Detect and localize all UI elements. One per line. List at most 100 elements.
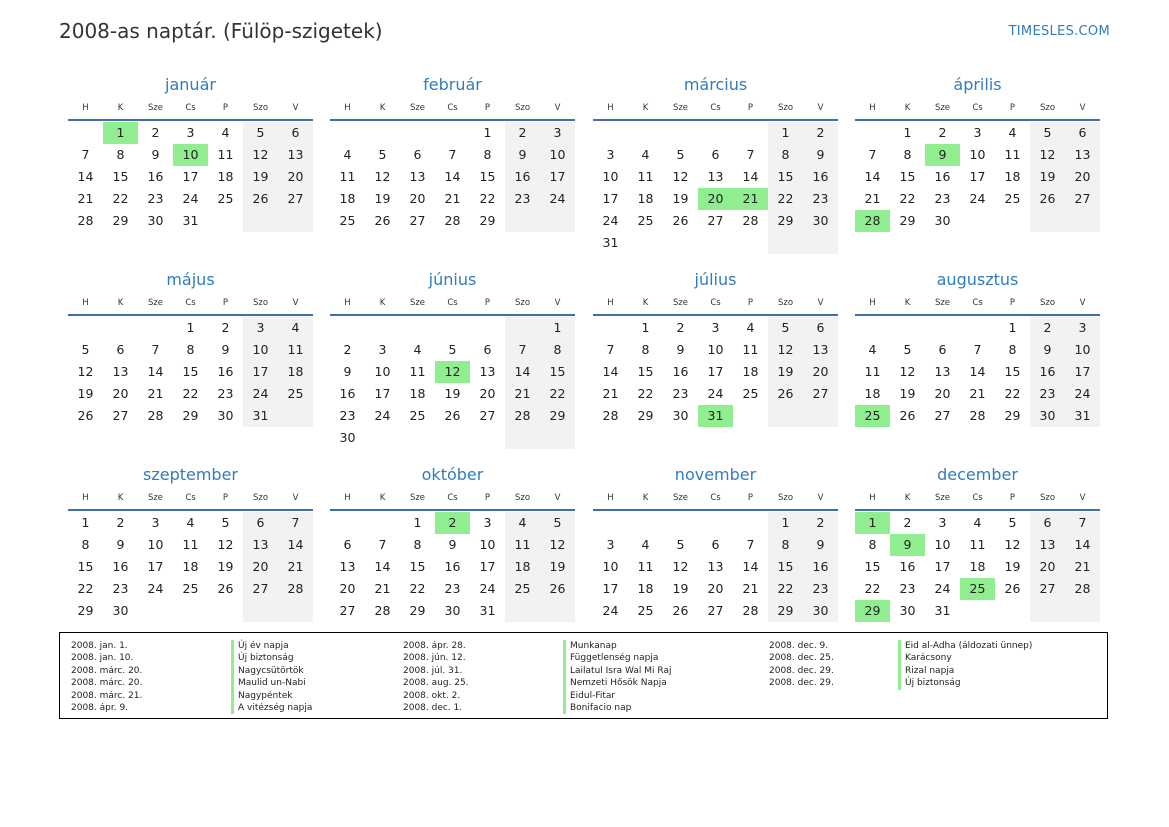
day-cell: 11 bbox=[864, 364, 881, 379]
weekday-label: Szo bbox=[1039, 493, 1056, 503]
empty-cell bbox=[628, 232, 663, 254]
day-cell: 23 bbox=[339, 408, 356, 423]
day-cell: 12 bbox=[374, 169, 391, 184]
weekday-label: V bbox=[554, 493, 561, 503]
legend-date: 2008. jún. 12. bbox=[403, 653, 466, 664]
day-cell: 8 bbox=[186, 342, 195, 357]
day-cell: 5 bbox=[221, 515, 230, 530]
weekday-header: H K Sze Cs P Szo V bbox=[855, 487, 1100, 511]
day-cell: 24 bbox=[969, 191, 986, 206]
day-cell: 10 bbox=[1065, 339, 1100, 361]
day-cell: 15 bbox=[77, 559, 94, 574]
weekday-label: Sze bbox=[934, 493, 951, 503]
day-cell: 4 bbox=[1008, 125, 1017, 140]
weekday-label: V bbox=[817, 298, 824, 308]
day-cell: 24 bbox=[1065, 383, 1100, 405]
day-cell: 14 bbox=[969, 364, 986, 379]
day-cell: 26 bbox=[444, 408, 461, 423]
day-cell: 19 bbox=[1030, 166, 1065, 188]
day-cell: 5 bbox=[1030, 122, 1065, 144]
day-cell: 27 bbox=[1030, 578, 1065, 600]
legend-date: 2008. dec. 29. bbox=[769, 665, 834, 676]
day-cell: 27 bbox=[278, 188, 313, 210]
legend-name-column: Eid al-Adha (áldozati ünnep) Karácsony Riz… bbox=[898, 640, 1032, 690]
day-cell: 3 bbox=[711, 320, 720, 335]
holiday-day-cell: 25 bbox=[855, 405, 890, 427]
day-cell: 3 bbox=[243, 317, 278, 339]
day-cell: 23 bbox=[803, 578, 838, 600]
day-cell: 2 bbox=[938, 125, 947, 140]
empty-cell bbox=[733, 232, 768, 254]
day-cell: 21 bbox=[864, 191, 881, 206]
holiday-day-cell: 25 bbox=[960, 578, 995, 600]
day-cell: 26 bbox=[540, 578, 575, 600]
day-grid: 1 2 3 4 5 6 7 8 9 10 11 12 13 14 15 16 17 18 19 20 21 22 23 24 2… bbox=[68, 512, 313, 622]
day-cell: 8 bbox=[768, 144, 803, 166]
day-cell: 1 bbox=[81, 515, 90, 530]
day-cell: 14 bbox=[278, 534, 313, 556]
empty-cell bbox=[103, 317, 138, 339]
empty-cell bbox=[855, 122, 890, 144]
weekday-header: H K Sze Cs P Szo V bbox=[593, 487, 838, 511]
brand-link[interactable]: TIMESLES.COM bbox=[1008, 24, 1110, 39]
day-cell: 26 bbox=[374, 213, 391, 228]
day-cell: 5 bbox=[81, 342, 90, 357]
day-grid: 1 2 3 4 5 6 7 8 9 10 11 12 13 14 15 16 17 18 19 20 21 22 23 24 2… bbox=[855, 122, 1100, 232]
weekday-label: Sze bbox=[409, 103, 426, 113]
weekday-label: Cs bbox=[972, 493, 983, 503]
month-6: június H K Sze Cs P Szo V 1 2 3 4 5 6 7 8 9 10 11 12 13 14 15 1… bbox=[330, 268, 575, 449]
day-cell: 16 bbox=[803, 166, 838, 188]
weekday-label: Cs bbox=[972, 103, 983, 113]
day-cell: 17 bbox=[147, 559, 164, 574]
legend-holiday-name: Bonifacio nap bbox=[563, 701, 671, 715]
day-cell: 16 bbox=[112, 559, 129, 574]
holiday-day-cell: 28 bbox=[855, 210, 890, 232]
day-cell: 14 bbox=[374, 559, 391, 574]
empty-cell bbox=[400, 122, 435, 144]
weekday-label: P bbox=[1009, 298, 1016, 308]
weekday-label: P bbox=[222, 103, 229, 113]
day-cell: 8 bbox=[483, 147, 492, 162]
day-cell: 23 bbox=[505, 188, 540, 210]
weekday-label: K bbox=[642, 103, 649, 113]
day-cell: 3 bbox=[606, 537, 615, 552]
day-cell: 26 bbox=[1004, 581, 1021, 596]
legend-date: 2008. aug. 25. bbox=[403, 678, 469, 689]
month-1: január H K Sze Cs P Szo V 1 2 3 4 5 6 7 8 9 10 11 12 13 14 15 1… bbox=[68, 73, 313, 232]
day-cell: 6 bbox=[711, 147, 720, 162]
weekday-label: Sze bbox=[672, 298, 689, 308]
day-cell: 29 bbox=[77, 603, 94, 618]
legend-date: 2008. márc. 20. bbox=[71, 678, 143, 689]
weekday-label: Sze bbox=[934, 298, 951, 308]
day-cell: 2 bbox=[505, 122, 540, 144]
weekday-label: Sze bbox=[147, 103, 164, 113]
day-cell: 10 bbox=[707, 342, 724, 357]
day-cell: 20 bbox=[409, 191, 426, 206]
day-cell: 19 bbox=[217, 559, 234, 574]
weekday-label: Sze bbox=[409, 493, 426, 503]
empty-cell bbox=[733, 405, 768, 427]
day-cell: 29 bbox=[112, 213, 129, 228]
day-cell: 5 bbox=[448, 342, 457, 357]
month-name: május bbox=[166, 270, 215, 289]
day-cell: 30 bbox=[672, 408, 689, 423]
day-cell: 25 bbox=[637, 603, 654, 618]
day-cell: 14 bbox=[77, 169, 94, 184]
weekday-label: V bbox=[292, 103, 299, 113]
day-cell: 30 bbox=[217, 408, 234, 423]
day-cell: 20 bbox=[707, 581, 724, 596]
legend-holiday-name: Maulid un-Nabi bbox=[231, 677, 312, 690]
day-cell: 31 bbox=[243, 405, 278, 427]
day-cell: 3 bbox=[483, 515, 492, 530]
empty-cell bbox=[330, 317, 365, 339]
day-cell: 25 bbox=[505, 578, 540, 600]
day-cell: 6 bbox=[1030, 512, 1065, 534]
day-cell: 14 bbox=[602, 364, 619, 379]
day-cell: 29 bbox=[1004, 408, 1021, 423]
day-cell: 21 bbox=[969, 386, 986, 401]
day-cell: 6 bbox=[243, 512, 278, 534]
day-cell: 9 bbox=[448, 537, 457, 552]
empty-cell bbox=[855, 317, 890, 339]
legend-name-column: Új év napja Új biztonság Nagycsütörtök Maul… bbox=[231, 640, 312, 715]
day-cell: 10 bbox=[540, 144, 575, 166]
